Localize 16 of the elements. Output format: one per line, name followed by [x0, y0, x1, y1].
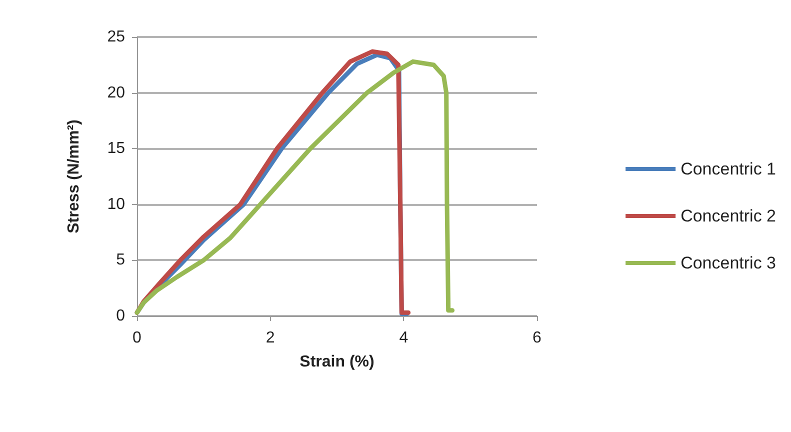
legend-label: Concentric 3	[680, 254, 776, 272]
y-tick-label: 20	[107, 84, 126, 102]
x-tick-label: 4	[399, 330, 408, 346]
y-tick-label: 25	[107, 28, 126, 46]
y-tick-label: 10	[107, 196, 126, 213]
x-tick-label: 2	[266, 330, 275, 346]
x-tick-label: 6	[532, 330, 542, 346]
x-axis-title: Strain (%)	[300, 354, 374, 370]
y-axis-title: Stress (N/mm²)	[66, 120, 82, 234]
y-tick-label: 0	[116, 308, 126, 324]
y-tick-label: 5	[116, 252, 126, 269]
line-series	[134, 59, 455, 315]
legend-label: Concentric 2	[680, 206, 776, 226]
x-tick-label: 0	[132, 330, 142, 346]
legend-label: Concentric 1	[680, 160, 776, 178]
y-tick-label: 15	[107, 140, 126, 158]
